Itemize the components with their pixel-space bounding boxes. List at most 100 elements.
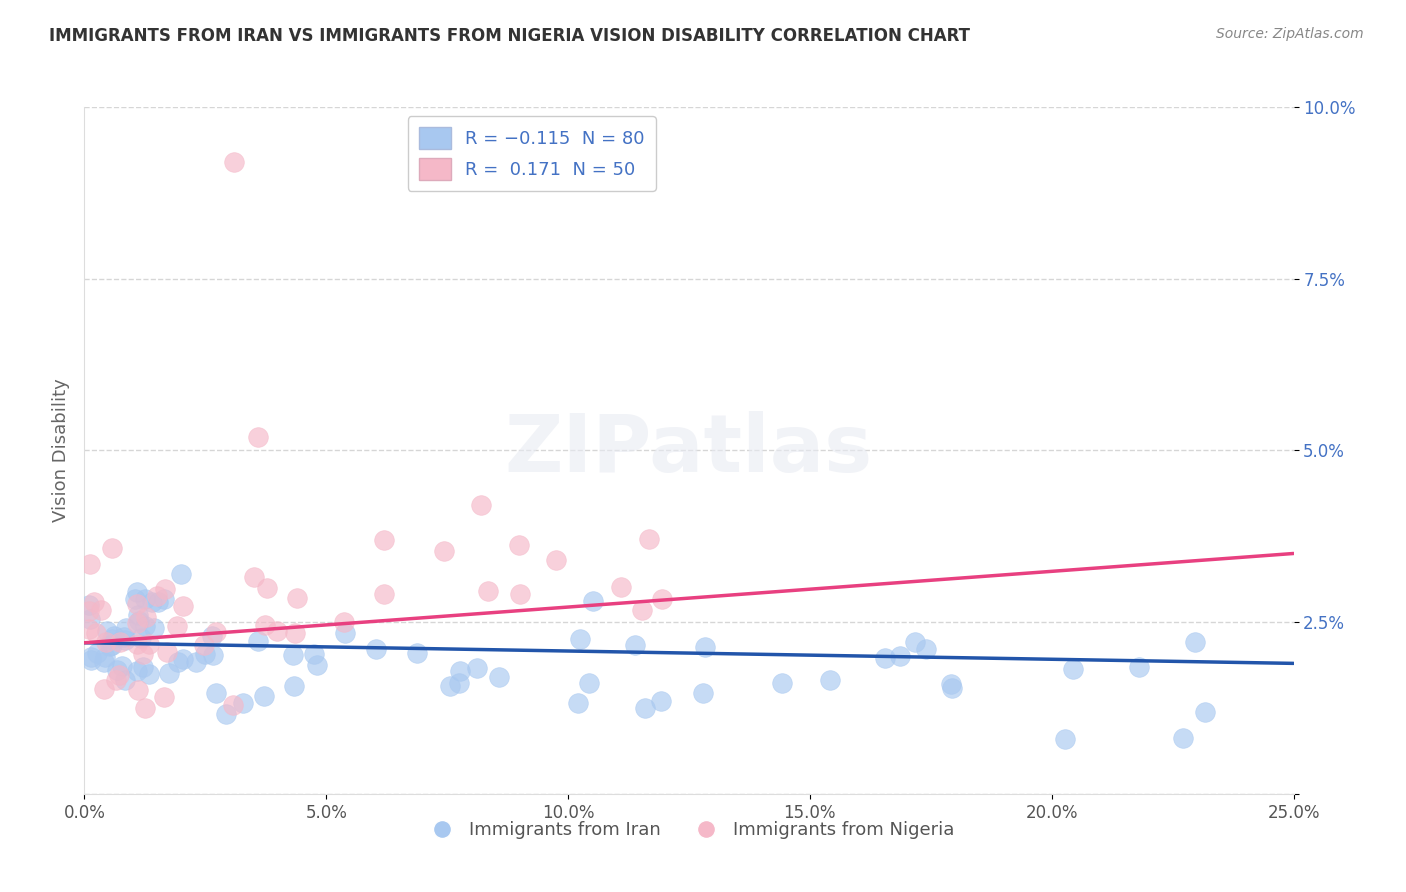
Point — [94, 649, 117, 664]
Point — [77, 604, 100, 618]
Point — [86, 646, 108, 660]
Point — [283, 648, 305, 662]
Point — [83, 594, 105, 608]
Point — [80, 650, 103, 665]
Point — [142, 621, 165, 635]
Point — [186, 655, 208, 669]
Point — [222, 698, 245, 713]
Point — [650, 694, 672, 708]
Point — [93, 682, 115, 697]
Point — [101, 541, 124, 555]
Point — [631, 603, 654, 617]
Point — [693, 640, 716, 654]
Point — [449, 675, 471, 690]
Point — [202, 648, 225, 663]
Point — [582, 594, 605, 608]
Point — [873, 651, 896, 665]
Point — [114, 673, 136, 688]
Point — [915, 642, 938, 657]
Point — [100, 632, 122, 646]
Point — [134, 619, 156, 633]
Point — [651, 592, 673, 607]
Point — [243, 570, 266, 584]
Point — [284, 625, 307, 640]
Point — [128, 614, 150, 628]
Point — [152, 690, 174, 705]
Point — [373, 533, 395, 547]
Point — [205, 686, 228, 700]
Point — [166, 618, 188, 632]
Point — [1171, 731, 1194, 745]
Point — [194, 648, 217, 662]
Point — [193, 638, 215, 652]
Point — [692, 686, 714, 700]
Point — [224, 155, 246, 169]
Point — [169, 567, 191, 582]
Point — [173, 599, 195, 614]
Point — [77, 598, 100, 612]
Point — [79, 557, 101, 571]
Point — [155, 582, 177, 596]
Point — [101, 638, 124, 652]
Point — [465, 661, 488, 675]
Point — [567, 696, 589, 710]
Text: Source: ZipAtlas.com: Source: ZipAtlas.com — [1216, 27, 1364, 41]
Point — [405, 647, 427, 661]
Point — [818, 673, 841, 687]
Point — [124, 592, 146, 607]
Text: ZIPatlas: ZIPatlas — [505, 411, 873, 490]
Point — [253, 617, 276, 632]
Point — [578, 676, 600, 690]
Point — [939, 677, 962, 691]
Point — [215, 706, 238, 721]
Point — [129, 631, 152, 645]
Point — [172, 651, 194, 665]
Point — [433, 544, 456, 558]
Point — [125, 637, 148, 651]
Point — [80, 653, 103, 667]
Point — [156, 645, 179, 659]
Point — [770, 676, 793, 690]
Point — [110, 634, 132, 648]
Point — [96, 624, 118, 639]
Point — [1053, 731, 1076, 746]
Point — [232, 696, 254, 710]
Point — [112, 630, 135, 644]
Point — [134, 592, 156, 607]
Legend: Immigrants from Iran, Immigrants from Nigeria: Immigrants from Iran, Immigrants from Ni… — [416, 814, 962, 847]
Point — [115, 621, 138, 635]
Point — [569, 632, 592, 646]
Point — [256, 581, 278, 595]
Point — [373, 587, 395, 601]
Point — [333, 615, 356, 629]
Point — [335, 625, 357, 640]
Point — [1184, 634, 1206, 648]
Point — [283, 679, 305, 693]
Point — [134, 701, 156, 715]
Point — [302, 647, 325, 661]
Point — [93, 655, 115, 669]
Point — [127, 607, 149, 622]
Point — [287, 591, 309, 605]
Point — [253, 690, 276, 704]
Y-axis label: Vision Disability: Vision Disability — [52, 378, 70, 523]
Point — [107, 668, 129, 682]
Point — [166, 655, 188, 669]
Point — [105, 673, 128, 687]
Point — [307, 658, 329, 673]
Point — [623, 638, 645, 652]
Point — [247, 430, 270, 444]
Point — [889, 648, 911, 663]
Point — [1194, 705, 1216, 719]
Point — [90, 603, 112, 617]
Point — [204, 624, 226, 639]
Point — [105, 663, 128, 677]
Point — [488, 670, 510, 684]
Point — [153, 591, 176, 606]
Point — [610, 580, 633, 594]
Point — [439, 679, 461, 693]
Point — [157, 665, 180, 680]
Point — [477, 584, 499, 599]
Point — [111, 659, 134, 673]
Point — [544, 553, 567, 567]
